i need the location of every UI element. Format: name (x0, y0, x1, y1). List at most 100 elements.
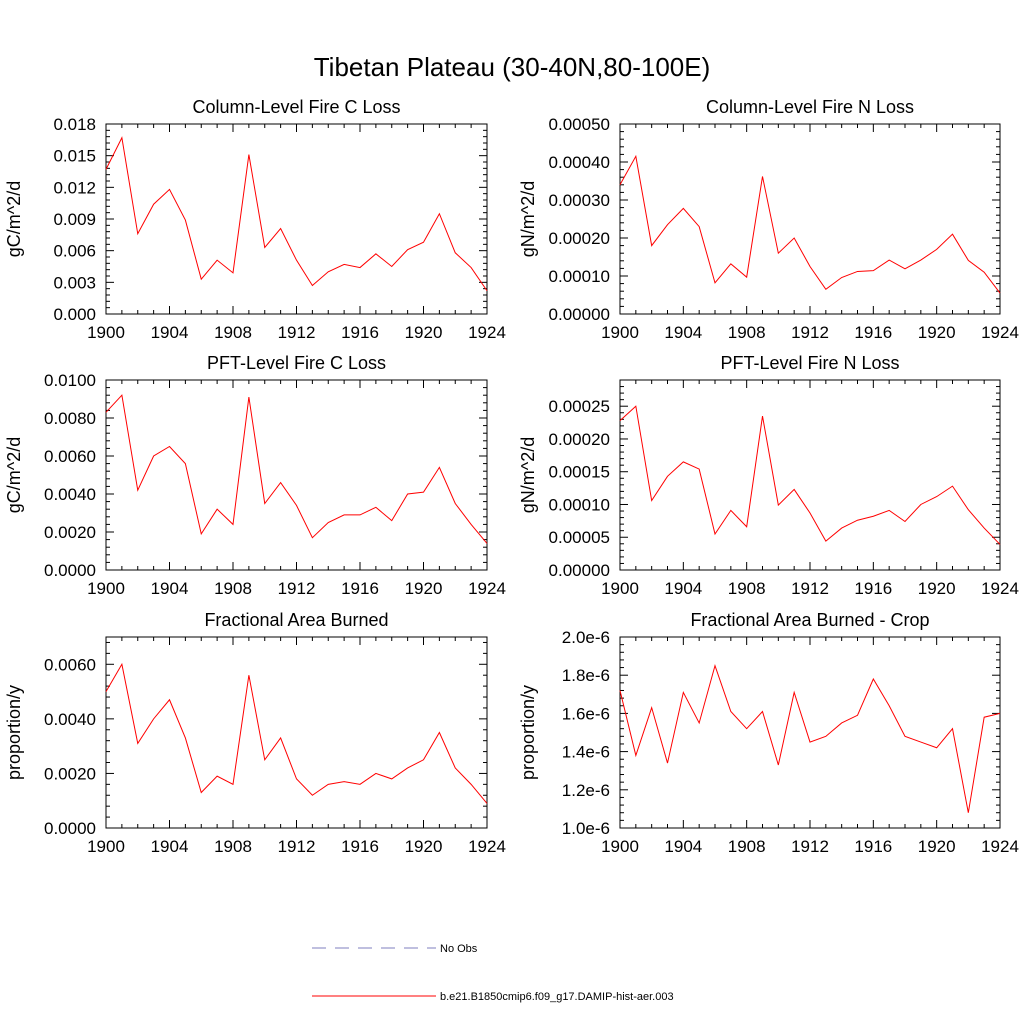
x-tick-label: 1912 (791, 323, 829, 342)
y-tick-label: 2.0e-6 (562, 628, 610, 647)
y-tick-label: 0.00020 (549, 229, 610, 248)
chart-panel-5: Fractional Area Burned 1900 1904 1908 1912 19… (4, 610, 506, 856)
y-tick-label: 0.0040 (44, 485, 96, 504)
chart-title: Column-Level Fire C Loss (192, 97, 400, 117)
legend-model-label: b.e21.B1850cmip6.f09_g17.DAMIP-hist-aer.… (440, 991, 674, 1003)
series-line (105, 394, 488, 544)
plot-frame (105, 123, 488, 315)
y-tick-label: 0.00000 (549, 305, 610, 324)
x-tick-label: 1924 (468, 323, 506, 342)
x-tick-label: 1916 (854, 837, 892, 856)
chart-panel-1: Column-Level Fire C Loss 1900 1904 1908 1912… (4, 97, 506, 342)
x-tick-label: 1920 (918, 837, 956, 856)
y-axis-label: proportion/y (4, 685, 24, 780)
figure-title: Tibetan Plateau (30-40N,80-100E) (314, 52, 711, 82)
x-tick-label: 1920 (918, 323, 956, 342)
plot-frame (105, 379, 488, 571)
legend: No Obs b.e21.B1850cmip6.f09_g17.DAMIP-hi… (312, 943, 674, 1003)
y-axis-label: gC/m^2/d (4, 437, 24, 513)
plot-frame (105, 636, 488, 829)
series-line (105, 136, 488, 292)
y-axis-label: proportion/y (518, 685, 538, 780)
y-axis-label: gN/m^2/d (518, 181, 538, 257)
chart-panel-4: PFT-Level Fire N Loss 1900 1904 1908 1912 191… (518, 353, 1019, 598)
chart-panels: Column-Level Fire C Loss 1900 1904 1908 1912… (4, 97, 1019, 856)
x-tick-label: 1908 (728, 579, 766, 598)
series-line (619, 154, 1001, 294)
y-tick-label: 1.8e-6 (562, 666, 610, 685)
plot-frame (619, 379, 1001, 571)
y-tick-label: 1.0e-6 (562, 819, 610, 838)
x-tick-label: 1912 (791, 837, 829, 856)
y-tick-label: 0.00010 (549, 267, 610, 286)
y-tick-label: 0.0060 (44, 447, 96, 466)
y-tick-label: 0.015 (53, 147, 96, 166)
x-tick-label: 1924 (981, 579, 1019, 598)
series-line (619, 663, 1001, 813)
chart-title: Column-Level Fire N Loss (706, 97, 914, 117)
y-axis-label: gC/m^2/d (4, 181, 24, 257)
x-tick-label: 1904 (151, 323, 189, 342)
x-tick-label: 1904 (664, 323, 702, 342)
x-tick-label: 1904 (151, 579, 189, 598)
chart-panel-2: Column-Level Fire N Loss 1900 1904 1908 1912… (518, 97, 1019, 342)
y-tick-label: 0.00010 (549, 495, 610, 514)
y-tick-label: 1.2e-6 (562, 781, 610, 800)
series-line (619, 405, 1001, 545)
x-tick-label: 1900 (601, 323, 639, 342)
x-tick-label: 1916 (341, 837, 379, 856)
y-tick-label: 0.006 (53, 242, 96, 261)
y-tick-label: 0.0100 (44, 371, 96, 390)
y-tick-label: 0.00020 (549, 430, 610, 449)
x-tick-label: 1916 (854, 579, 892, 598)
chart-title: PFT-Level Fire N Loss (720, 353, 899, 373)
plot-frame (619, 636, 1001, 829)
y-tick-label: 0.0040 (44, 710, 96, 729)
x-tick-label: 1912 (278, 323, 316, 342)
x-tick-label: 1920 (405, 323, 443, 342)
y-tick-label: 0.000 (53, 305, 96, 324)
y-tick-label: 1.6e-6 (562, 704, 610, 723)
x-tick-label: 1908 (728, 323, 766, 342)
y-tick-label: 0.0080 (44, 409, 96, 428)
x-tick-label: 1920 (918, 579, 956, 598)
x-tick-label: 1908 (214, 323, 252, 342)
chart-panel-3: PFT-Level Fire C Loss 1900 1904 1908 1912 191… (4, 353, 506, 598)
y-tick-label: 1.4e-6 (562, 743, 610, 762)
x-tick-label: 1924 (981, 837, 1019, 856)
y-tick-label: 0.018 (53, 115, 96, 134)
x-tick-label: 1900 (87, 579, 125, 598)
x-tick-label: 1900 (601, 579, 639, 598)
y-tick-label: 0.00015 (549, 463, 610, 482)
x-tick-label: 1908 (214, 837, 252, 856)
legend-obs-label: No Obs (440, 943, 478, 955)
y-tick-label: 0.0000 (44, 819, 96, 838)
y-tick-label: 0.0020 (44, 523, 96, 542)
y-axis-label: gN/m^2/d (518, 437, 538, 513)
x-tick-label: 1920 (405, 837, 443, 856)
plot-frame (619, 123, 1001, 315)
x-tick-label: 1916 (341, 323, 379, 342)
x-tick-label: 1916 (341, 579, 379, 598)
y-tick-label: 0.00025 (549, 397, 610, 416)
chart-panel-6: Fractional Area Burned - Crop 1900 1904 190… (518, 610, 1019, 856)
series-line (105, 662, 488, 804)
x-tick-label: 1916 (854, 323, 892, 342)
x-tick-label: 1904 (664, 837, 702, 856)
y-tick-label: 0.003 (53, 273, 96, 292)
x-tick-label: 1924 (468, 837, 506, 856)
y-tick-label: 0.00000 (549, 561, 610, 580)
x-tick-label: 1912 (278, 579, 316, 598)
x-tick-label: 1912 (278, 837, 316, 856)
x-tick-label: 1904 (664, 579, 702, 598)
chart-title: PFT-Level Fire C Loss (207, 353, 386, 373)
y-tick-label: 0.00040 (549, 153, 610, 172)
y-tick-label: 0.012 (53, 178, 96, 197)
y-tick-label: 0.00030 (549, 191, 610, 210)
x-tick-label: 1908 (214, 579, 252, 598)
chart-title: Fractional Area Burned (204, 610, 388, 630)
x-tick-label: 1924 (981, 323, 1019, 342)
y-tick-label: 0.0060 (44, 655, 96, 674)
